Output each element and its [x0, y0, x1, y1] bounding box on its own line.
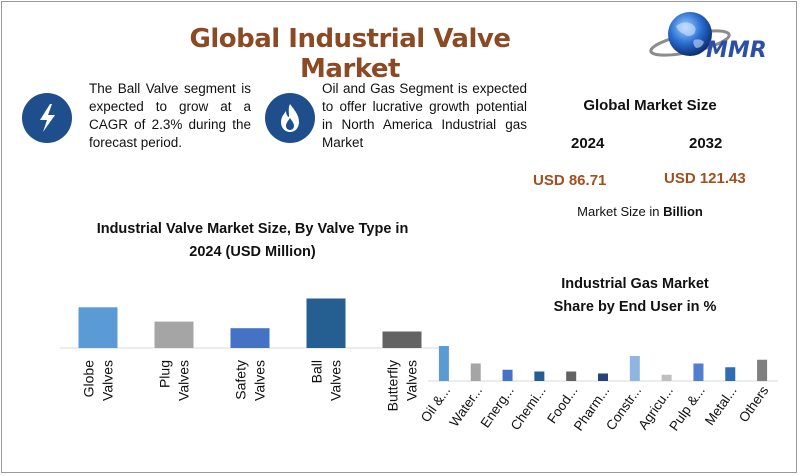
lightning-bolt-icon — [22, 93, 72, 143]
oil-gas-note: Oil and Gas Segment is expected to offer… — [322, 81, 527, 150]
end-user-chart-title: Industrial Gas Market Share by End User … — [553, 276, 717, 315]
year-2024: 2024 — [571, 135, 605, 152]
logo-text: MMR — [706, 38, 767, 63]
market-value-2024: USD 86.71 — [533, 172, 607, 189]
ball-valve-note: The Ball Valve segment is expected to gr… — [89, 81, 251, 150]
flame-icon — [265, 93, 315, 143]
page-title: Global Industrial Valve Market — [189, 24, 511, 84]
market-size-unit-label: Market Size in Billion — [577, 204, 703, 219]
global-market-size-title: Global Market Size — [583, 97, 717, 114]
valve-type-chart-title: Industrial Valve Market Size, By Valve T… — [96, 221, 409, 260]
year-2032: 2032 — [689, 135, 723, 152]
market-value-2032: USD 121.43 — [664, 170, 746, 187]
